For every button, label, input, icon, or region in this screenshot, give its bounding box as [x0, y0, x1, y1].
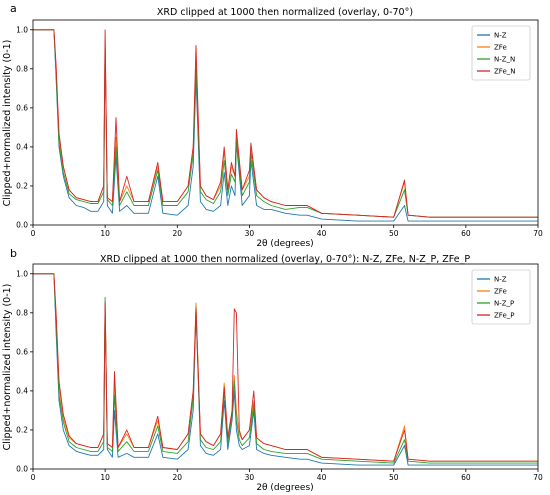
- legend-box-a: [471, 25, 531, 81]
- legend-label-a-4: ZFe_N: [494, 68, 515, 76]
- x-tick-label-b-50: 50: [389, 473, 399, 482]
- x-tick-label-b-20: 20: [173, 473, 183, 482]
- chart-title-a: XRD clipped at 1000 then normalized (ove…: [157, 7, 413, 18]
- series-line-a-1: [33, 29, 538, 222]
- x-tick-label-a-0: 0: [31, 229, 36, 238]
- legend-a: N-Z ZFe N-Z_N ZFe_N: [471, 25, 531, 81]
- legend-b: N-Z ZFe N-Z_P ZFe_P: [471, 269, 531, 325]
- y-tick-label-a-0.2: 0.2: [16, 181, 28, 190]
- panel-a: a XRD clipped at 1000 then normalized (o…: [2, 2, 543, 249]
- y-tick-label-b-0.8: 0.8: [16, 308, 28, 317]
- y-tick-label-b-0: 0.0: [16, 465, 28, 474]
- x-tick-label-b-30: 30: [245, 473, 255, 482]
- y-tick-label-a-0.8: 0.8: [16, 64, 28, 73]
- series-line-a-2: [33, 29, 538, 218]
- x-tick-label-a-50: 50: [389, 229, 399, 238]
- y-tick-label-a-1: 1.0: [16, 25, 28, 34]
- y-tick-label-b-0.6: 0.6: [16, 347, 28, 356]
- series-line-b-3: [33, 273, 538, 464]
- x-axis-label-a: 2θ (degrees): [256, 239, 313, 249]
- series-line-b-2: [33, 273, 538, 462]
- x-tick-label-a-10: 10: [100, 229, 110, 238]
- y-axis-label-a: Clipped+normalized intensity (0-1): [2, 40, 13, 207]
- legend-box-b: [471, 269, 531, 325]
- series-line-b-4: [33, 273, 538, 462]
- x-tick-label-b-10: 10: [100, 473, 110, 482]
- panel-label-b: b: [10, 247, 17, 260]
- legend-label-a-3: N-Z_N: [494, 56, 515, 64]
- series-line-a-3: [33, 29, 538, 218]
- x-tick-label-b-60: 60: [461, 473, 471, 482]
- x-tick-label-a-30: 30: [245, 229, 255, 238]
- series-line-a-4: [33, 29, 538, 218]
- panel-label-a: a: [10, 2, 17, 15]
- chart-title-b: XRD clipped at 1000 then normalized (ove…: [100, 254, 470, 265]
- y-tick-label-b-1: 1.0: [16, 269, 28, 278]
- y-tick-label-a-0.4: 0.4: [16, 142, 28, 151]
- legend-label-a-2: ZFe: [494, 44, 507, 52]
- x-tick-label-b-70: 70: [533, 473, 543, 482]
- y-axis-label-b: Clipped+normalized intensity (0-1): [2, 284, 13, 451]
- legend-label-b-4: ZFe_P: [494, 312, 514, 320]
- panel-b: b XRD clipped at 1000 then normalized (o…: [2, 247, 543, 493]
- plot-area-a: 0 10 20 30 40 50 60 70 0.0 0.2 0.4 0.6 0.8 1.0: [16, 19, 543, 238]
- axes-frame-a: [32, 19, 539, 226]
- legend-label-b-2: ZFe: [494, 288, 507, 296]
- y-tick-label-b-0.2: 0.2: [16, 425, 28, 434]
- x-tick-label-a-70: 70: [533, 229, 543, 238]
- legend-label-b-3: N-Z_P: [494, 300, 514, 308]
- y-tick-label-b-0.4: 0.4: [16, 386, 28, 395]
- legend-label-b-1: N-Z: [494, 276, 507, 284]
- x-tick-label-b-0: 0: [31, 473, 36, 482]
- x-tick-label-a-60: 60: [461, 229, 471, 238]
- x-axis-label-b: 2θ (degrees): [256, 483, 313, 493]
- y-tick-label-a-0.6: 0.6: [16, 103, 28, 112]
- legend-label-a-1: N-Z: [494, 32, 507, 40]
- x-tick-label-a-20: 20: [173, 229, 183, 238]
- x-tick-label-b-40: 40: [317, 473, 327, 482]
- x-tick-label-a-40: 40: [317, 229, 327, 238]
- axes-frame-b: [32, 263, 539, 470]
- series-line-b-1: [33, 273, 538, 466]
- y-tick-label-a-0: 0.0: [16, 221, 28, 230]
- plot-area-b: 0 10 20 30 40 50 60 70 0.0 0.2 0.4 0.6 0.8 1.0: [16, 263, 543, 482]
